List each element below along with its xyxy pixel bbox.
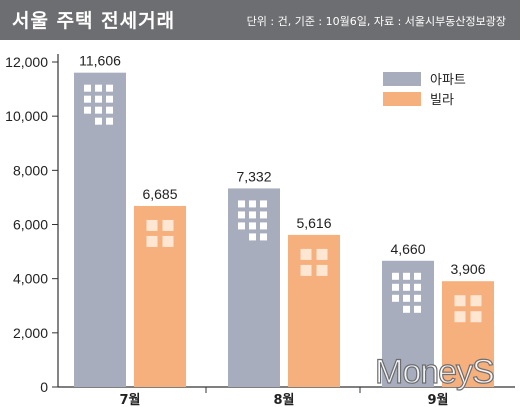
building-window — [392, 283, 399, 291]
value-label-apartment-3: 4,660 — [390, 241, 425, 257]
building-window — [249, 233, 256, 241]
y-tick-label: 10,000 — [5, 108, 48, 124]
building-window — [106, 106, 113, 114]
building-window — [238, 211, 245, 219]
legend-swatch-apartment — [383, 72, 421, 86]
building-window — [260, 211, 267, 219]
building-window — [300, 248, 312, 260]
building-window — [146, 235, 158, 247]
building-window — [260, 233, 267, 241]
y-tick-label: 12,000 — [5, 54, 48, 70]
building-window — [84, 95, 91, 103]
y-tick-label: 4,000 — [13, 271, 48, 287]
building-window — [249, 211, 256, 219]
building-window — [300, 264, 312, 276]
building-window — [162, 235, 174, 247]
building-window — [260, 200, 267, 208]
building-window — [95, 117, 102, 125]
value-label-apartment-2: 7,332 — [236, 168, 271, 184]
legend-label-villa: 빌라 — [430, 93, 454, 108]
building-window — [470, 311, 482, 323]
building-window — [403, 283, 410, 291]
y-tick-label: 0 — [40, 379, 48, 395]
building-window — [316, 248, 328, 260]
building-window — [414, 283, 421, 291]
building-window — [392, 272, 399, 280]
building-window — [414, 305, 421, 313]
building-window — [260, 222, 267, 230]
legend-label-apartment: 아파트 — [430, 73, 466, 88]
chart-header: 서울 주택 전세거래 단위 : 건, 기준 : 10월6일, 자료 : 서울시부… — [0, 0, 520, 40]
building-window — [249, 200, 256, 208]
bar-apartment-3 — [382, 260, 434, 387]
building-window — [403, 272, 410, 280]
building-window — [470, 295, 482, 307]
building-window — [95, 84, 102, 92]
legend-swatch-villa — [383, 92, 421, 106]
bars-layer: 11,606 6,685 7월 7,332 5,616 8월 4,660 3,906 9월 — [74, 53, 494, 407]
building-window — [146, 219, 158, 231]
building-window — [95, 95, 102, 103]
building-window — [106, 95, 113, 103]
bar-villa-3 — [442, 281, 494, 387]
chart-title: 서울 주택 전세거래 — [12, 10, 176, 32]
building-window — [84, 84, 91, 92]
building-window — [238, 200, 245, 208]
x-category-label: 8월 — [273, 392, 294, 407]
building-window — [249, 222, 256, 230]
building-window — [414, 294, 421, 302]
value-label-apartment-1: 11,606 — [79, 53, 121, 69]
bar-apartment-2 — [228, 188, 280, 387]
value-label-villa-3: 3,906 — [450, 261, 485, 277]
building-window — [403, 294, 410, 302]
bar-villa-2 — [288, 234, 340, 387]
building-window — [316, 264, 328, 276]
building-window — [414, 272, 421, 280]
x-category-label: 9월 — [427, 392, 448, 407]
axis-layer: 0 2,000 4,000 6,000 8,000 10,000 12,000 — [5, 54, 515, 395]
building-window — [238, 222, 245, 230]
x-category-label: 7월 — [119, 392, 140, 407]
value-label-villa-2: 5,616 — [296, 215, 331, 231]
watermark-logo: MoneyS — [375, 353, 494, 391]
bar-apartment-1 — [74, 72, 126, 387]
building-window — [454, 311, 466, 323]
building-window — [95, 106, 102, 114]
bar-villa-1 — [134, 205, 186, 387]
y-tick-label: 6,000 — [13, 217, 48, 233]
unit-source-note: 단위 : 건, 기준 : 10월6일, 자료 : 서울시부동산정보광장 — [246, 15, 506, 28]
y-tick-label: 2,000 — [13, 325, 48, 341]
building-window — [106, 84, 113, 92]
value-label-villa-1: 6,685 — [142, 186, 177, 202]
building-window — [162, 219, 174, 231]
building-window — [403, 305, 410, 313]
building-window — [106, 117, 113, 125]
building-window — [392, 294, 399, 302]
building-window — [84, 106, 91, 114]
building-window — [454, 295, 466, 307]
y-tick-label: 8,000 — [13, 162, 48, 178]
